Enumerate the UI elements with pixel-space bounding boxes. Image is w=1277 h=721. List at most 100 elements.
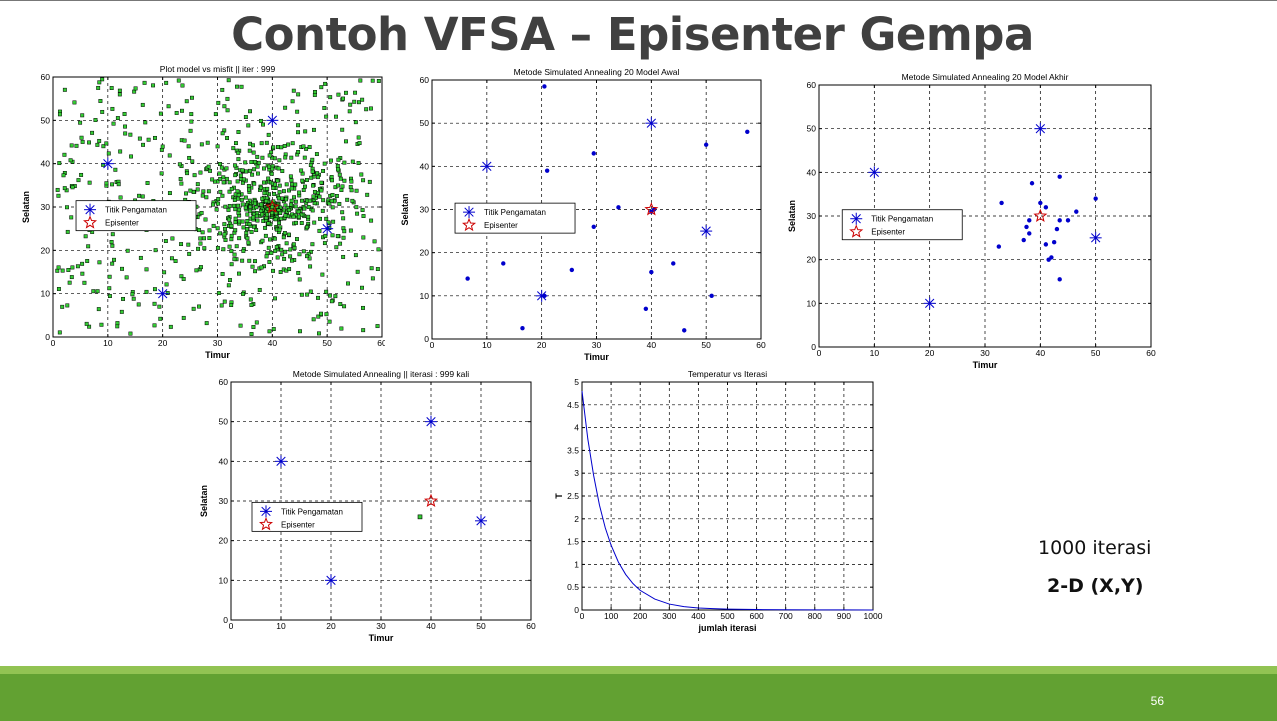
model-point (97, 260, 102, 265)
y-tick-label: 10 (219, 575, 229, 585)
model-point (323, 81, 328, 86)
model-point (78, 120, 83, 125)
asterisk-stroke (426, 416, 436, 427)
plot-marks (275, 415, 487, 587)
asterisk-stroke (869, 167, 880, 178)
model-point (206, 164, 211, 169)
model-point (253, 259, 257, 264)
model-point (305, 254, 309, 259)
model-point (375, 267, 380, 271)
asterisk-stroke (103, 158, 113, 169)
model-point (153, 135, 157, 140)
model-point (302, 206, 307, 211)
model-point (286, 142, 291, 147)
model-point (303, 129, 308, 134)
model-point (278, 211, 283, 216)
model-point (140, 102, 145, 107)
model-point (417, 514, 423, 520)
plot-marks (581, 391, 874, 611)
model-point (118, 195, 123, 200)
model-point (178, 177, 183, 181)
asterisk-stroke (851, 214, 861, 224)
x-tick-label: 20 (925, 348, 935, 358)
chart-title: Metode Simulated Annealing 20 Model Awal (514, 67, 680, 77)
model-point (100, 77, 105, 82)
model-point (199, 142, 204, 147)
model-point (305, 292, 310, 297)
y-tick-label: 3 (574, 468, 579, 478)
model-point (116, 182, 121, 187)
model-point (279, 247, 284, 252)
model-point (361, 235, 366, 240)
model-point (243, 115, 248, 120)
model-point (311, 194, 316, 199)
x-tick-label: 0 (430, 340, 435, 350)
model-point (288, 247, 293, 252)
model-point (223, 204, 228, 209)
model-point (224, 176, 229, 181)
y-tick-label: 30 (41, 202, 51, 212)
model-point (277, 183, 282, 188)
model-point (333, 294, 338, 299)
model-point (284, 241, 289, 246)
model-point (56, 287, 61, 291)
model-point (216, 201, 220, 206)
model-point (229, 262, 234, 267)
model-point (246, 184, 251, 188)
model-point (250, 264, 255, 269)
model-point (80, 113, 85, 118)
model-point (254, 320, 259, 325)
asterisk-stroke (476, 516, 486, 526)
model-point (174, 110, 179, 115)
legend-epicenter-icon (83, 215, 98, 229)
model-point (1024, 224, 1029, 230)
y-tick-label: 0 (223, 615, 228, 625)
x-tick-label: 30 (592, 340, 602, 350)
model-point (115, 321, 120, 326)
station-marker (475, 514, 487, 527)
model-point (348, 102, 353, 107)
y-tick-label: 50 (807, 124, 817, 134)
model-point (217, 171, 222, 176)
model-point (296, 92, 301, 97)
model-point (365, 192, 370, 197)
model-point (98, 99, 103, 103)
station-marker (275, 455, 287, 468)
model-point (206, 189, 211, 194)
model-point (216, 197, 221, 202)
model-point (233, 141, 238, 146)
model-point (239, 197, 244, 202)
model-point (220, 87, 225, 92)
model-point (306, 205, 311, 209)
model-point (280, 252, 285, 257)
model-point (302, 155, 307, 160)
x-tick-label: 50 (476, 621, 486, 631)
model-point (345, 197, 350, 202)
model-point (101, 162, 106, 167)
model-point (341, 96, 346, 101)
model-point (225, 96, 230, 101)
station-marker (266, 114, 279, 127)
model-point (259, 202, 264, 207)
x-tick-label: 50 (1091, 348, 1101, 358)
model-point (167, 153, 172, 158)
model-point (340, 210, 345, 215)
model-point (272, 236, 277, 241)
model-point (70, 185, 75, 190)
model-point (330, 178, 334, 183)
model-point (266, 221, 271, 226)
model-point (327, 319, 332, 324)
model-point (240, 219, 245, 224)
model-point (202, 246, 207, 251)
model-point (338, 302, 343, 307)
model-point (316, 314, 321, 319)
model-point (349, 179, 354, 184)
model-point (208, 168, 212, 173)
model-point (324, 289, 329, 294)
model-point (248, 109, 253, 114)
plot-initial-models: 0 10 20 30 40 50 60 0 10 20 30 40 50 60 Metode Simulat… (398, 62, 768, 367)
station-marker (700, 225, 713, 238)
y-axis-label: Selatan (21, 191, 31, 223)
y-tick-label: 60 (420, 75, 430, 85)
model-point (314, 152, 319, 157)
